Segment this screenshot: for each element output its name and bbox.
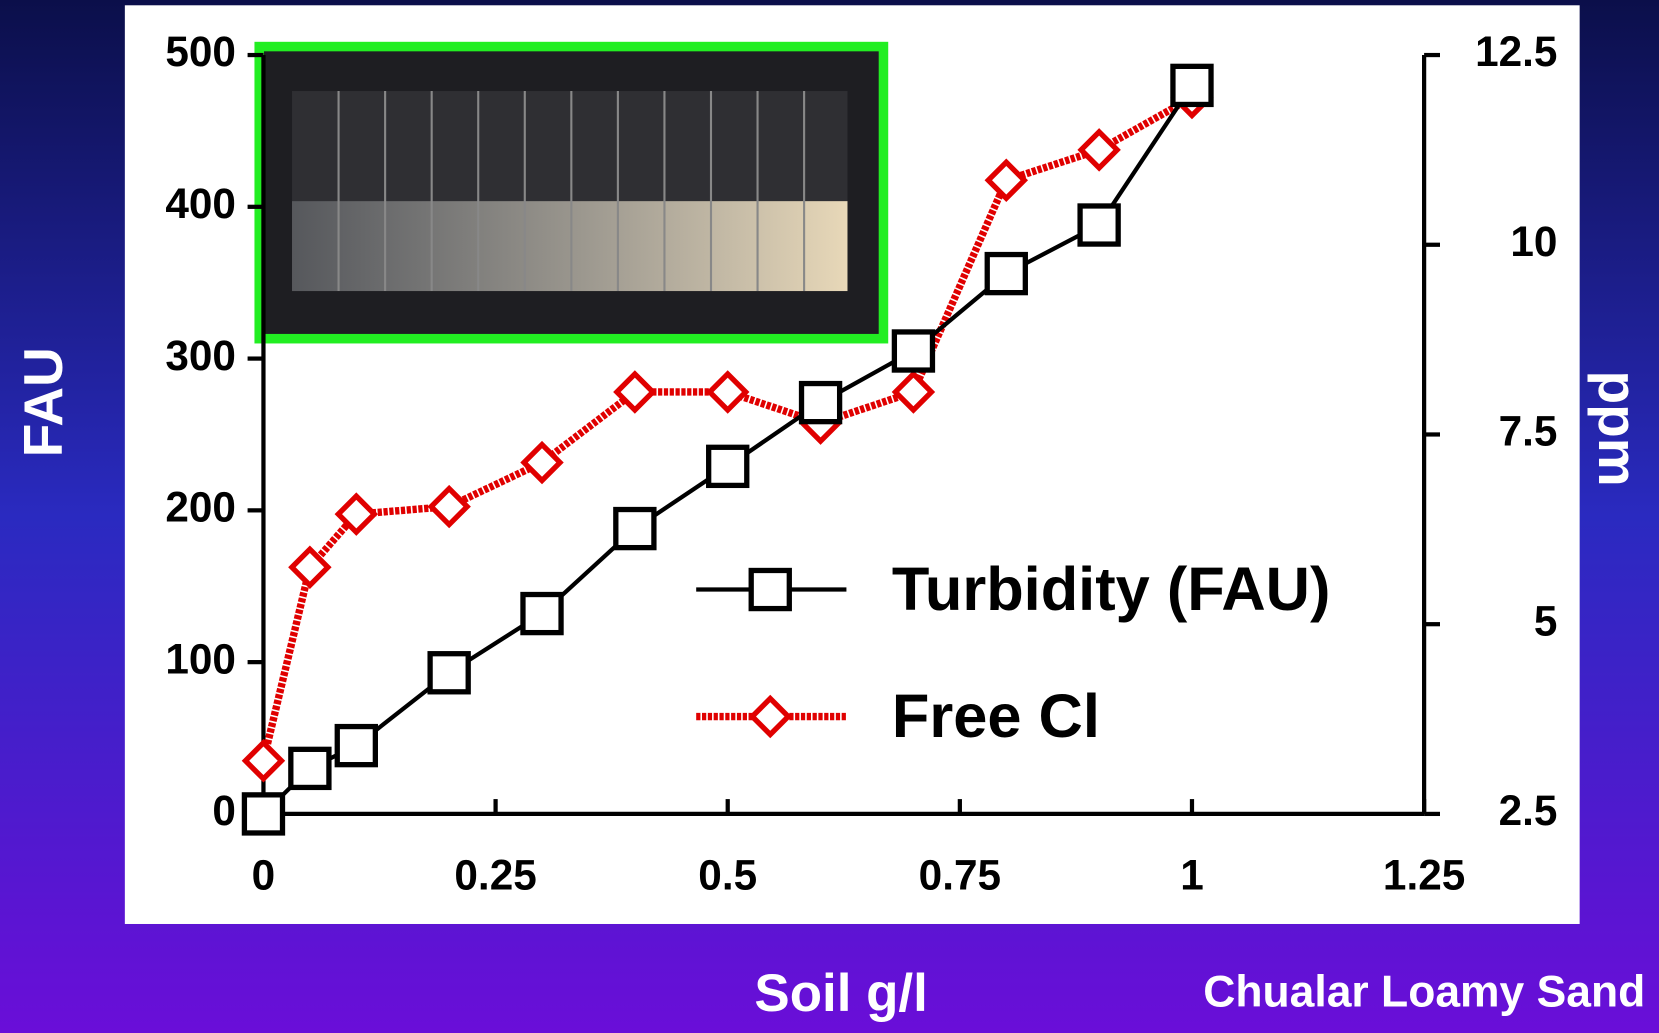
x-tick-label: 1.25: [1383, 852, 1465, 899]
y-tick-label: 100: [165, 635, 236, 682]
marker: [891, 370, 936, 414]
x-tick-label: 0.75: [919, 852, 1001, 899]
annotation: Chualar Loamy Sand: [1203, 968, 1645, 1017]
y-axis-title: FAU: [12, 347, 74, 457]
marker: [241, 792, 286, 836]
marker: [1170, 63, 1214, 108]
marker: [1077, 203, 1121, 247]
y2-tick-label: 10: [1510, 218, 1557, 265]
marker: [705, 370, 750, 414]
y2-tick-label: 12.5: [1475, 28, 1557, 75]
marker: [984, 158, 1029, 202]
y-tick-label: 0: [212, 787, 236, 834]
marker: [891, 329, 936, 373]
x-axis-title: Soil g/l: [754, 964, 927, 1023]
y2-tick-label: 7.5: [1499, 408, 1558, 455]
marker: [613, 506, 657, 551]
marker: [706, 444, 750, 489]
y2-tick-label: 2.5: [1499, 787, 1558, 834]
legend-marker: [748, 694, 792, 739]
y-tick-label: 200: [165, 484, 236, 531]
x-tick-label: 1: [1180, 852, 1204, 899]
marker: [288, 746, 332, 791]
marker: [334, 492, 379, 536]
x-tick-label: 0.5: [698, 852, 757, 899]
y2-tick-label: 5: [1534, 597, 1558, 644]
marker: [427, 651, 471, 695]
marker: [520, 591, 564, 636]
marker: [427, 484, 471, 529]
y-tick-label: 500: [165, 28, 236, 75]
x-tick-label: 0.25: [454, 852, 536, 899]
y-tick-label: 400: [165, 180, 236, 227]
marker: [798, 380, 843, 425]
photo-inset: [254, 41, 889, 344]
marker: [613, 370, 657, 414]
marker: [288, 545, 332, 590]
y-tick-label: 300: [165, 332, 236, 379]
marker: [984, 251, 1028, 296]
legend-label: Free Cl: [892, 682, 1100, 751]
legend-marker: [748, 567, 792, 612]
marker: [520, 440, 564, 485]
y2-axis-title: ppm: [1587, 371, 1649, 487]
legend-label: Turbidity (FAU): [892, 555, 1330, 624]
x-tick-label: 0: [252, 852, 276, 899]
marker: [1077, 128, 1121, 172]
marker: [334, 723, 378, 768]
marker: [241, 739, 286, 783]
